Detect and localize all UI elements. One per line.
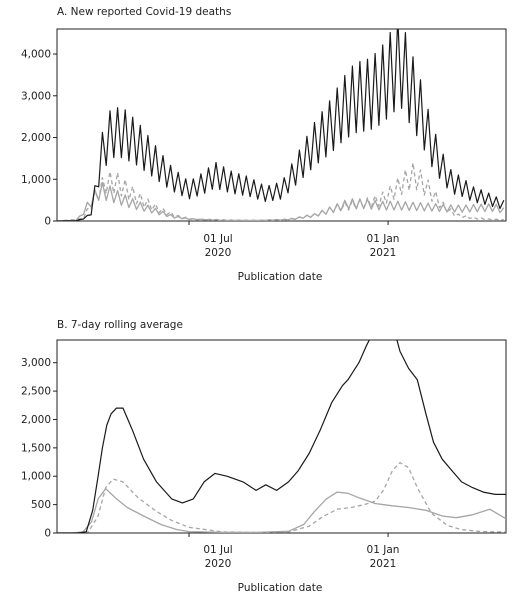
series-line-dashed-grey bbox=[57, 162, 504, 221]
panel-a-x-tick-label: 01 Jan bbox=[367, 233, 400, 245]
panel-a-new-reported-deaths: A. New reported Covid-19 deaths 01 Jul 2… bbox=[21, 6, 507, 283]
y-tick-label: 2,000 bbox=[21, 414, 51, 426]
panel-a-title: A. New reported Covid-19 deaths bbox=[57, 6, 231, 18]
panel-b-title: B. 7-day rolling average bbox=[57, 319, 183, 331]
panel-a-x-tick-year: 2021 bbox=[370, 247, 397, 259]
series-line-dashed-grey bbox=[57, 461, 506, 533]
y-tick-label: 1,000 bbox=[21, 174, 51, 186]
series-line-solid-grey bbox=[57, 181, 505, 221]
panel-b-rolling-average: B. 7-day rolling average 01 Jul 2020 01 … bbox=[21, 319, 507, 594]
panel-b-x-tick-year: 2021 bbox=[370, 558, 397, 570]
y-tick-label: 500 bbox=[31, 499, 51, 511]
series-line-solid-grey bbox=[57, 488, 506, 533]
y-tick-label: 3,000 bbox=[21, 357, 51, 369]
series-line-solid-black bbox=[57, 29, 505, 221]
plot-frame bbox=[56, 339, 507, 534]
panel-a-x-tick-label: 01 Jul bbox=[203, 233, 232, 245]
panel-b-x-tick-label: 01 Jul bbox=[203, 544, 232, 556]
y-tick-label: 0 bbox=[44, 528, 51, 540]
y-tick-label: 3,000 bbox=[21, 90, 51, 102]
plot-frame bbox=[56, 28, 507, 222]
panel-a-x-tick-year: 2020 bbox=[205, 247, 232, 259]
y-tick-label: 1,500 bbox=[21, 442, 51, 454]
y-tick-label: 0 bbox=[44, 216, 51, 228]
panel-b-x-tick-label: 01 Jan bbox=[367, 544, 400, 556]
y-tick-label: 1,000 bbox=[21, 471, 51, 483]
y-tick-label: 2,500 bbox=[21, 386, 51, 398]
panel-b-x-tick-year: 2020 bbox=[205, 558, 232, 570]
y-tick-label: 2,000 bbox=[21, 132, 51, 144]
panel-b-x-axis-label: Publication date bbox=[238, 582, 323, 594]
panel-a-x-axis-label: Publication date bbox=[238, 271, 323, 283]
y-tick-label: 4,000 bbox=[21, 49, 51, 61]
series-line-solid-black bbox=[57, 340, 506, 533]
